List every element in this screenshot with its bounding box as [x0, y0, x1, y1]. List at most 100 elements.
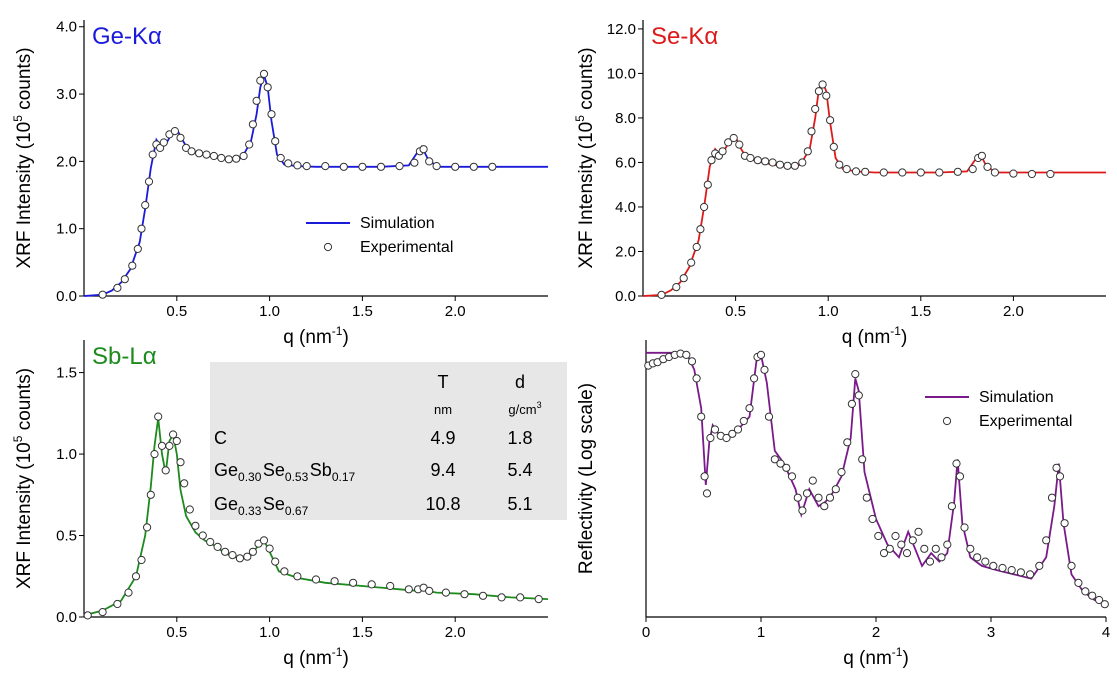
experimental-point	[128, 261, 137, 270]
experimental-point	[851, 370, 860, 379]
experimental-point	[330, 577, 339, 586]
experimental-point	[814, 87, 824, 96]
simulation-line	[642, 80, 1106, 297]
experimental-point	[820, 502, 829, 511]
table-cell-d: 1.8	[507, 428, 532, 448]
experimental-point	[807, 127, 816, 136]
experimental-point	[697, 412, 706, 421]
experimental-point	[679, 274, 688, 283]
experimental-point	[154, 412, 163, 421]
experimental-point	[228, 551, 237, 560]
experimental-point	[952, 459, 961, 468]
experimental-point	[248, 547, 257, 556]
experimental-point	[395, 162, 404, 171]
experimental-point	[879, 168, 888, 177]
experimental-point	[696, 225, 705, 234]
table-header-d: d	[515, 372, 525, 392]
experimental-point	[977, 151, 987, 160]
experimental-point	[267, 110, 276, 119]
table-row-material: Ge0.30 Se0.53 Sb0.17	[214, 460, 357, 484]
x-tick-label: 1.5	[910, 303, 931, 320]
experimental-point	[710, 425, 720, 434]
x-tick-label: 0	[642, 624, 650, 641]
experimental-point	[302, 162, 311, 171]
experimental-point	[271, 557, 280, 566]
experimental-point	[271, 137, 280, 146]
experimental-point	[280, 567, 289, 576]
experimental-point	[176, 458, 185, 467]
experimental-point	[700, 202, 709, 212]
experimental-point	[1088, 591, 1097, 600]
experimental-point	[753, 156, 762, 165]
experimental-point	[818, 80, 827, 89]
table-background	[210, 362, 567, 520]
experimental-point	[1081, 587, 1090, 596]
experimental-point	[1100, 600, 1109, 609]
experimental-point	[404, 585, 413, 594]
experimental-point	[367, 580, 376, 589]
experimental-point	[728, 429, 737, 438]
experimental-point	[802, 489, 812, 498]
experimental-point	[931, 544, 940, 553]
table-cell-d: 5.1	[507, 494, 532, 514]
experimental-point	[891, 531, 900, 541]
table-cell-T: 9.4	[430, 460, 455, 480]
experimental-point	[811, 104, 820, 114]
experimental-point	[782, 463, 791, 472]
experimental-point	[284, 159, 293, 168]
experimental-point	[441, 588, 450, 597]
experimental-point	[776, 459, 785, 468]
legend-simulation-label: Simulation	[360, 215, 435, 232]
experimental-point	[217, 153, 226, 163]
experimental-point	[83, 611, 92, 620]
experimental-point	[761, 157, 770, 166]
experimental-point	[1074, 578, 1083, 588]
experimental-point	[185, 505, 194, 514]
experimental-point	[221, 547, 230, 556]
x-tick-label: 0.5	[166, 303, 187, 320]
y-axis-label: Reflectivity (Log scale)	[576, 383, 597, 574]
table-header-T: T	[438, 372, 449, 392]
experimental-point	[311, 575, 321, 584]
experimental-point	[259, 69, 269, 79]
table-row-material: C	[214, 428, 227, 448]
experimental-point	[937, 553, 946, 562]
experimental-point	[419, 145, 428, 154]
experimental-point	[707, 156, 716, 165]
experimental-point	[265, 544, 274, 553]
experimental-point	[358, 162, 367, 171]
experimental-point	[868, 514, 877, 524]
x-tick-label: 1.0	[259, 303, 280, 320]
experimental-point	[756, 350, 766, 359]
x-tick-label: 2.0	[1003, 303, 1024, 320]
experimental-point	[858, 455, 867, 464]
experimental-point	[131, 572, 141, 581]
experimental-point	[1016, 568, 1026, 577]
experimental-point	[760, 365, 769, 374]
plot-3: 0.5 1.0 1.5 2.00.00.51.01.5q (nm-1)XRF Inte…	[11, 340, 567, 669]
experimental-point	[803, 147, 812, 156]
experimental-point	[1095, 595, 1104, 605]
experimental-point	[682, 350, 691, 359]
experimental-point	[202, 150, 211, 159]
experimental-point	[224, 155, 233, 164]
experimental-point	[981, 557, 990, 566]
experimental-point	[432, 162, 441, 171]
experimental-point	[843, 438, 852, 447]
experimental-point	[98, 608, 107, 617]
experimental-point	[733, 425, 743, 434]
experimental-point	[176, 133, 185, 142]
experimental-point	[198, 531, 207, 540]
experimental-point	[451, 162, 460, 171]
experimental-point	[764, 412, 774, 421]
x-tick-label: 3	[987, 624, 995, 641]
experimental-point	[172, 436, 181, 446]
experimental-point	[657, 290, 666, 299]
plot-1: 0.5 1.0 1.5 2.0 0.0 1.0 2.0 3.0 4.0 q (nm-1) XRF I…	[11, 19, 548, 348]
experimental-point	[739, 416, 748, 426]
experimental-point	[770, 455, 779, 464]
experimental-point	[808, 476, 817, 485]
experimental-point	[137, 555, 146, 565]
legend-experimental-swatch	[323, 242, 333, 252]
